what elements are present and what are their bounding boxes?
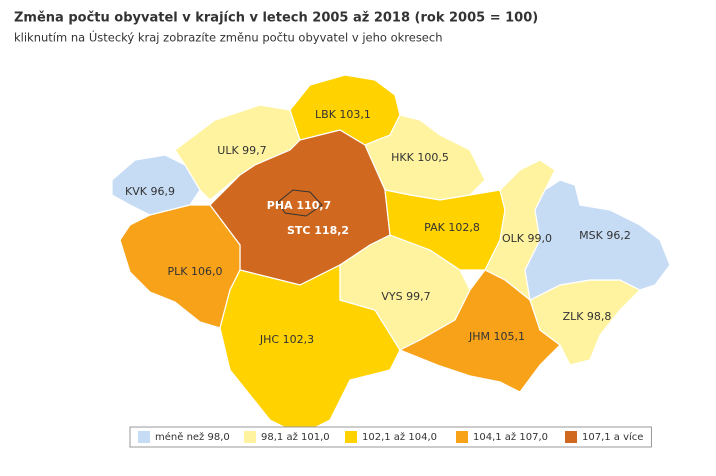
region-label: OLK 99,0 xyxy=(502,232,552,245)
legend-label: 102,1 až 104,0 xyxy=(362,431,437,443)
region-label: STC 118,2 xyxy=(287,224,349,237)
region-label: JHM 105,1 xyxy=(468,330,525,343)
legend-label: 104,1 až 107,0 xyxy=(473,431,548,443)
region-label: PAK 102,8 xyxy=(424,221,480,234)
region-msk xyxy=(524,179,671,301)
legend-label: méně než 98,0 xyxy=(155,431,230,443)
title: Změna počtu obyvatel v krajích v letech … xyxy=(14,11,538,26)
legend-box xyxy=(129,426,652,448)
region-label: PHA 110,7 xyxy=(267,199,331,212)
region-label: MSK 96,2 xyxy=(579,229,631,242)
legend-label: 107,1 a více xyxy=(582,431,643,443)
subtitle: kliknutím na Ústecký kraj zobrazíte změn… xyxy=(14,30,443,45)
region-pha xyxy=(277,189,323,217)
region-label: KVK 96,9 xyxy=(125,185,175,198)
legend-label: 98,1 až 101,0 xyxy=(261,431,330,443)
region-label: HKK 100,5 xyxy=(391,151,449,164)
legend-swatch xyxy=(565,431,577,443)
map: KVK 96,9 ULK 99,7 LBK 103,1 HKK 100,5 ST… xyxy=(111,74,671,436)
region-label: LBK 103,1 xyxy=(315,108,371,121)
legend: méně než 98,0 98,1 až 101,0 102,1 až 104… xyxy=(129,426,652,448)
region-label: PLK 106,0 xyxy=(168,265,223,278)
region-label: ZLK 98,8 xyxy=(563,310,612,323)
region-label: ULK 99,7 xyxy=(217,144,266,157)
region-label: JHC 102,3 xyxy=(259,333,314,346)
region-label: VYS 99,7 xyxy=(381,290,430,303)
legend-swatch xyxy=(244,431,256,443)
legend-swatch xyxy=(138,431,150,443)
legend-swatch xyxy=(456,431,468,443)
legend-swatch xyxy=(345,431,357,443)
